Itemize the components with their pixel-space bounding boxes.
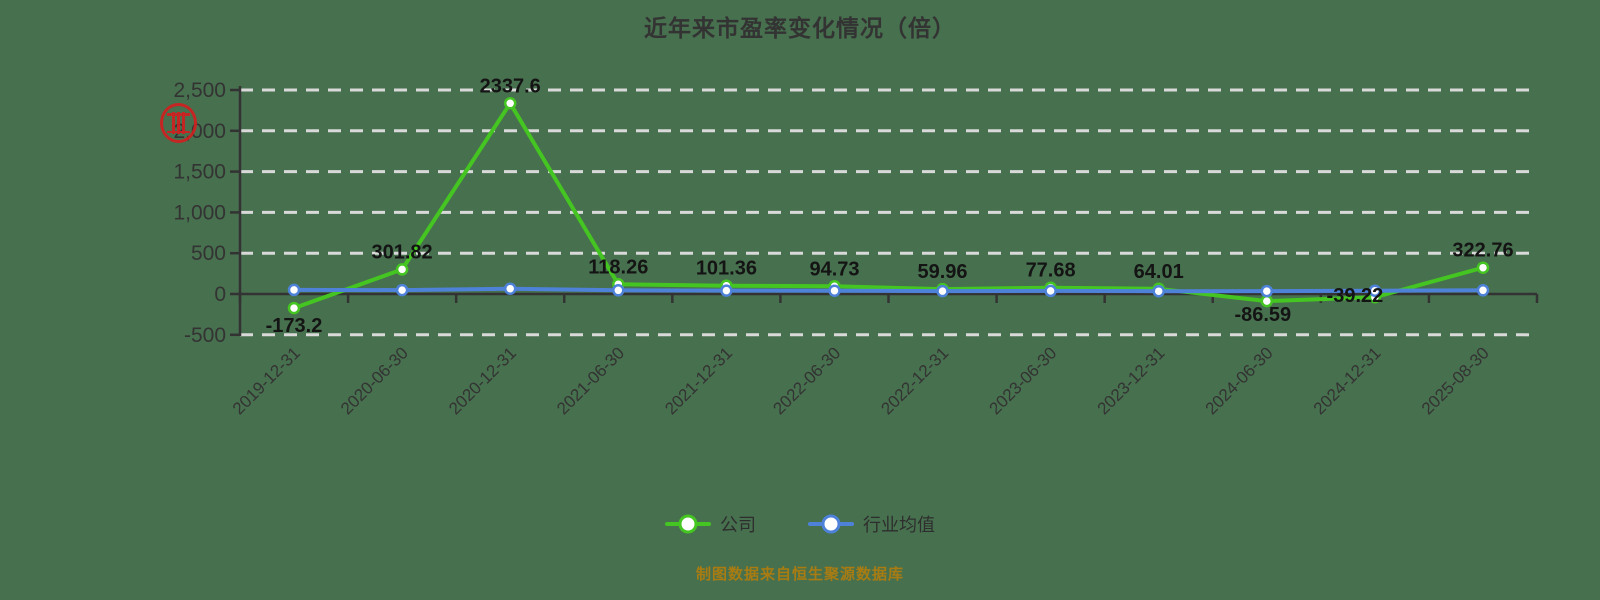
company-data-label: 64.01 <box>1134 261 1184 283</box>
company-legend-marker-icon <box>665 514 711 534</box>
company-data-label: 118.26 <box>588 256 648 278</box>
company-data-label: -173.2 <box>266 315 323 337</box>
company-data-label: 322.76 <box>1452 240 1513 262</box>
x-axis-label: 2020-06-30 <box>337 343 412 418</box>
industry-data-point[interactable] <box>1152 284 1165 298</box>
y-axis-label: 500 <box>191 242 226 265</box>
chart-legend: 公司 行业均值 <box>0 511 1600 537</box>
y-axis-label: -500 <box>184 324 226 347</box>
company-data-point[interactable] <box>287 301 301 315</box>
industry-data-point[interactable] <box>1476 284 1490 297</box>
industry-data-point[interactable] <box>395 283 409 297</box>
y-axis-label: 2,500 <box>173 79 226 102</box>
x-axis-label: 2022-12-31 <box>877 343 952 418</box>
industry-data-point[interactable] <box>287 283 301 297</box>
company-data-label: -86.59 <box>1234 304 1291 326</box>
y-axis-label: 0 <box>214 283 226 306</box>
x-axis-label: 2023-06-30 <box>986 343 1061 418</box>
legend-label-company: 公司 <box>720 515 756 535</box>
company-data-label: -39.22 <box>1327 285 1384 307</box>
industry-data-point[interactable] <box>1260 284 1274 298</box>
industry-data-point[interactable] <box>503 282 517 295</box>
x-axis-label: 2025-08-30 <box>1418 343 1493 418</box>
red-seal-icon <box>160 103 197 143</box>
industry-data-point[interactable] <box>828 284 841 297</box>
y-axis-label: 1,000 <box>173 201 226 224</box>
chart-title: 近年来市盈率变化情况（倍） <box>644 15 956 41</box>
x-axis-label: 2020-12-31 <box>445 343 520 418</box>
company-data-label: 59.96 <box>917 261 967 283</box>
company-data-point[interactable] <box>1476 261 1490 274</box>
x-axis-label: 2022-06-30 <box>769 343 844 418</box>
company-data-point[interactable] <box>395 263 409 276</box>
legend-item-industry[interactable]: 行业均值 <box>808 511 935 537</box>
industry-data-point[interactable] <box>1368 284 1382 297</box>
legend-item-company[interactable]: 公司 <box>665 511 756 537</box>
x-axis-label: 2021-06-30 <box>553 343 628 418</box>
x-axis-label: 2023-12-31 <box>1094 343 1169 418</box>
legend-label-industry: 行业均值 <box>863 515 935 535</box>
company-data-label: 101.36 <box>696 258 757 280</box>
company-data-point[interactable] <box>503 97 517 110</box>
company-data-label: 77.68 <box>1026 260 1076 282</box>
x-axis-label: 2024-06-30 <box>1202 343 1277 418</box>
industry-data-point[interactable] <box>720 284 733 297</box>
company-data-label: 2337.6 <box>480 75 541 97</box>
industry-legend-marker-icon <box>808 514 854 534</box>
industry-data-point[interactable] <box>1044 284 1057 298</box>
company-data-label: 94.73 <box>809 258 859 280</box>
company-data-label: 301.82 <box>372 241 433 263</box>
company-series-line <box>292 101 1485 311</box>
industry-data-point[interactable] <box>936 284 949 298</box>
data-source-note: 制图数据来自恒生聚源数据库 <box>695 566 904 583</box>
y-axis-label: 1,500 <box>173 161 226 184</box>
x-axis-label: 2024-12-31 <box>1310 343 1385 418</box>
industry-data-point[interactable] <box>612 284 625 297</box>
industry-series-line <box>292 286 1485 294</box>
x-axis-label: 2019-12-31 <box>229 343 304 418</box>
x-axis-label: 2021-12-31 <box>661 343 736 418</box>
